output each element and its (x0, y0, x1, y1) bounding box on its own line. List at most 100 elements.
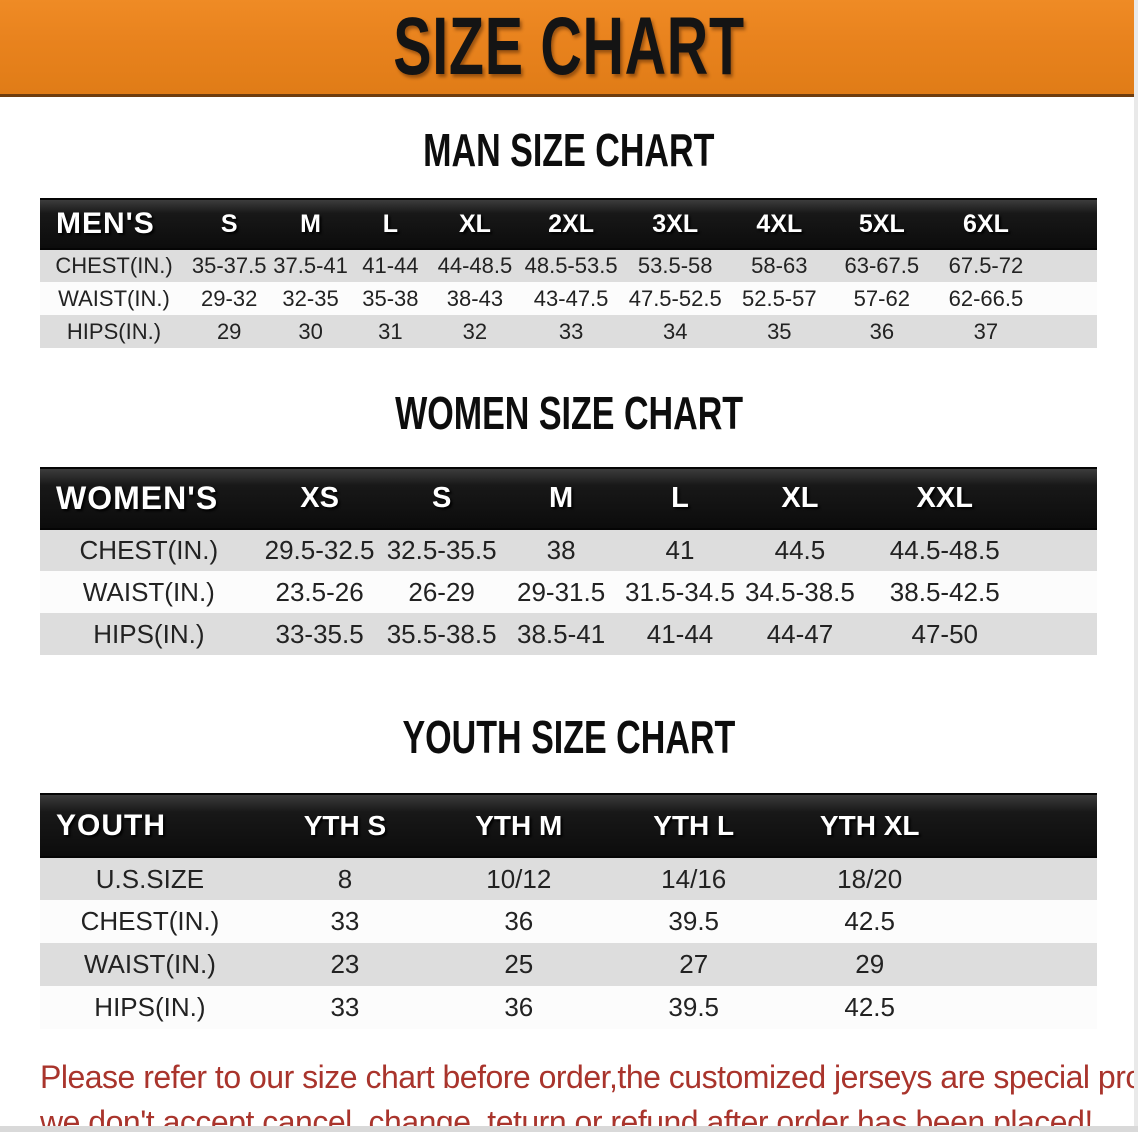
women-row-spacer (1029, 613, 1097, 655)
men-measurement-cell: 35-37.5 (187, 249, 271, 282)
men-measurement-cell: 63-67.5 (830, 249, 934, 282)
women-size-table: WOMEN'S XS S M L XL XXL CHEST(IN.) 29.5-32.5 32.5… (40, 467, 1097, 655)
men-table-row: WAIST(IN.) 29-32 32-35 35-38 38-43 43-47.5 47.… (40, 282, 1097, 315)
men-measurement-cell: 36 (830, 315, 934, 348)
men-measurement-cell: 52.5-57 (728, 282, 831, 315)
men-row-spacer (1038, 315, 1097, 348)
women-size-column-header: M (501, 467, 621, 530)
women-measurement-cell: 44.5 (739, 529, 861, 571)
youth-header-row: YOUTH YTH S YTH M YTH L YTH XL (40, 793, 1097, 858)
men-header-spacer (1038, 198, 1097, 250)
men-size-column-header: XL (430, 198, 520, 250)
men-measurement-cell: 37 (933, 315, 1039, 348)
women-measurement-cell: 29-31.5 (501, 571, 621, 613)
youth-section-heading: YOUTH SIZE CHART (0, 710, 1138, 764)
men-table-row: HIPS(IN.) 29 30 31 32 33 34 35 36 37 (40, 315, 1097, 348)
youth-measurement-cell: 36 (430, 900, 608, 943)
youth-table-row: WAIST(IN.) 23 25 27 29 (40, 943, 1097, 986)
men-row-spacer (1038, 282, 1097, 315)
youth-measurement-cell: 36 (430, 986, 608, 1029)
women-table-row: CHEST(IN.) 29.5-32.5 32.5-35.5 38 41 44.5 44.5… (40, 529, 1097, 571)
women-measurement-cell: 38 (501, 529, 621, 571)
youth-measurement-cell: 25 (430, 943, 608, 986)
youth-row-label: CHEST(IN.) (40, 900, 260, 943)
page-title: SIZE CHART (393, 1, 745, 92)
men-row-label: HIPS(IN.) (40, 315, 188, 348)
women-row-spacer (1029, 571, 1097, 613)
youth-row-spacer (959, 943, 1097, 986)
youth-measurement-cell: 42.5 (779, 900, 960, 943)
youth-row-spacer (959, 900, 1097, 943)
men-measurement-cell: 48.5-53.5 (519, 249, 623, 282)
youth-row-label: WAIST(IN.) (40, 943, 260, 986)
women-measurement-cell: 38.5-41 (501, 613, 621, 655)
women-size-column-header: S (381, 467, 502, 530)
youth-table-row: CHEST(IN.) 33 36 39.5 42.5 (40, 900, 1097, 943)
men-size-column-header: 5XL (830, 198, 934, 250)
women-measurement-cell: 29.5-32.5 (257, 529, 382, 571)
men-measurement-cell: 62-66.5 (933, 282, 1039, 315)
youth-size-column-header: YTH L (607, 793, 780, 858)
women-measurement-cell: 38.5-42.5 (860, 571, 1030, 613)
youth-measurement-cell: 33 (259, 900, 431, 943)
women-measurement-cell: 34.5-38.5 (739, 571, 861, 613)
youth-size-table: YOUTH YTH S YTH M YTH L YTH XL U.S.SIZE 8 10/12… (40, 793, 1097, 1029)
men-measurement-cell: 33 (519, 315, 623, 348)
men-measurement-cell: 37.5-41 (270, 249, 351, 282)
men-section-heading: MAN SIZE CHART (0, 123, 1138, 177)
women-measurement-cell: 47-50 (860, 613, 1030, 655)
women-size-column-header: XS (257, 467, 382, 530)
men-measurement-cell: 35 (728, 315, 831, 348)
youth-section-heading-text: YOUTH SIZE CHART (402, 711, 736, 763)
youth-row-spacer (959, 986, 1097, 1029)
men-measurement-cell: 38-43 (430, 282, 520, 315)
men-corner-label: MEN'S (40, 198, 188, 250)
youth-measurement-cell: 33 (259, 986, 431, 1029)
men-measurement-cell: 32-35 (270, 282, 351, 315)
youth-corner-label: YOUTH (40, 793, 260, 858)
women-measurement-cell: 33-35.5 (257, 613, 382, 655)
women-measurement-cell: 26-29 (381, 571, 502, 613)
men-measurement-cell: 67.5-72 (933, 249, 1039, 282)
women-measurement-cell: 41 (620, 529, 740, 571)
women-size-column-header: XL (739, 467, 861, 530)
men-table-row: CHEST(IN.) 35-37.5 37.5-41 41-44 44-48.5 48.5… (40, 249, 1097, 282)
women-row-label: WAIST(IN.) (40, 571, 258, 613)
women-measurement-cell: 31.5-34.5 (620, 571, 740, 613)
men-header-row: MEN'S S M L XL 2XL 3XL 4XL 5XL 6XL (40, 198, 1097, 250)
women-measurement-cell: 32.5-35.5 (381, 529, 502, 571)
men-measurement-cell: 34 (622, 315, 729, 348)
men-size-column-header: 2XL (519, 198, 623, 250)
women-section-heading: WOMEN SIZE CHART (0, 386, 1138, 440)
women-header-row: WOMEN'S XS S M L XL XXL (40, 467, 1097, 530)
banner: SIZE CHART (0, 0, 1138, 97)
men-size-column-header: 6XL (933, 198, 1039, 250)
men-row-label: CHEST(IN.) (40, 249, 188, 282)
women-measurement-cell: 41-44 (620, 613, 740, 655)
men-size-column-header: 3XL (622, 198, 729, 250)
youth-table-row: U.S.SIZE 8 10/12 14/16 18/20 (40, 857, 1097, 900)
youth-measurement-cell: 8 (259, 857, 431, 900)
youth-measurement-cell: 10/12 (430, 857, 608, 900)
image-edge-bottom (0, 1126, 1138, 1132)
women-table-row: HIPS(IN.) 33-35.5 35.5-38.5 38.5-41 41-44 44-… (40, 613, 1097, 655)
youth-measurement-cell: 29 (779, 943, 960, 986)
youth-measurement-cell: 39.5 (607, 900, 780, 943)
youth-measurement-cell: 14/16 (607, 857, 780, 900)
men-row-label: WAIST(IN.) (40, 282, 188, 315)
women-corner-label: WOMEN'S (40, 467, 258, 530)
disclaimer-line-1: Please refer to our size chart before or… (40, 1059, 1138, 1095)
men-measurement-cell: 31 (350, 315, 430, 348)
men-measurement-cell: 32 (430, 315, 520, 348)
women-size-column-header: XXL (860, 467, 1030, 530)
youth-row-label: HIPS(IN.) (40, 986, 260, 1029)
men-size-column-header: M (270, 198, 351, 250)
men-measurement-cell: 47.5-52.5 (622, 282, 729, 315)
youth-measurement-cell: 23 (259, 943, 431, 986)
women-section-heading-text: WOMEN SIZE CHART (395, 387, 743, 439)
men-measurement-cell: 43-47.5 (519, 282, 623, 315)
youth-size-column-header: YTH M (430, 793, 608, 858)
men-measurement-cell: 44-48.5 (430, 249, 520, 282)
women-row-label: HIPS(IN.) (40, 613, 258, 655)
